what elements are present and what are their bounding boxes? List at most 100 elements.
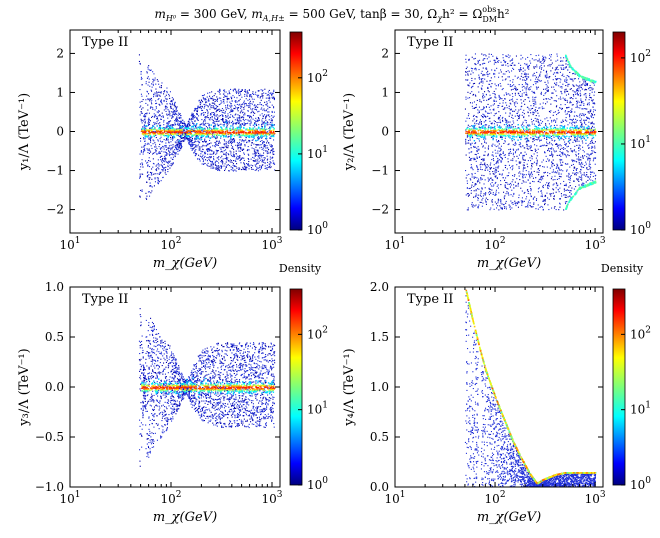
data-point — [203, 134, 205, 137]
data-point — [241, 106, 243, 108]
data-point — [194, 149, 196, 151]
data-point — [149, 85, 151, 87]
data-point — [195, 133, 197, 136]
data-point — [472, 137, 474, 139]
data-point — [484, 125, 486, 127]
data-point — [261, 119, 263, 121]
data-point — [505, 71, 507, 73]
data-point — [145, 130, 147, 133]
data-point — [248, 164, 250, 166]
data-point — [230, 153, 232, 155]
data-point — [203, 103, 205, 105]
data-point — [155, 130, 158, 132]
data-point — [226, 159, 228, 161]
data-point — [223, 93, 225, 95]
data-point — [161, 102, 163, 104]
data-point — [534, 196, 536, 198]
colorbar-tick-label: 100 — [307, 221, 328, 237]
data-point — [474, 146, 476, 148]
data-point — [142, 126, 144, 128]
data-point — [471, 105, 473, 107]
data-point — [160, 159, 162, 161]
data-point — [470, 159, 472, 161]
data-point — [588, 118, 590, 120]
data-point — [204, 106, 206, 108]
data-point — [240, 144, 242, 146]
data-point — [257, 144, 259, 146]
data-point — [261, 94, 263, 96]
data-point — [142, 173, 144, 175]
data-point — [589, 159, 591, 161]
data-point — [199, 129, 201, 131]
data-point — [238, 100, 240, 102]
data-point — [269, 167, 271, 169]
data-point — [164, 169, 166, 171]
data-point — [262, 123, 264, 125]
data-point — [172, 133, 174, 136]
data-point — [564, 80, 566, 82]
data-point — [184, 125, 186, 127]
data-point — [578, 158, 580, 160]
data-point — [195, 124, 197, 126]
data-point — [238, 167, 240, 169]
data-point — [148, 157, 150, 159]
data-point — [207, 153, 209, 155]
data-point — [250, 144, 252, 146]
data-point — [178, 135, 180, 137]
data-point — [168, 147, 170, 149]
data-point — [472, 94, 474, 96]
data-point — [204, 120, 206, 122]
data-point — [253, 148, 255, 150]
data-point — [174, 110, 176, 112]
data-point — [479, 59, 481, 61]
data-point — [185, 126, 187, 128]
data-point — [490, 85, 492, 87]
data-point — [556, 84, 558, 86]
data-point — [468, 59, 470, 61]
data-point — [270, 131, 272, 134]
data-point — [527, 65, 529, 67]
data-point — [568, 83, 570, 85]
data-point — [249, 94, 251, 96]
data-point — [250, 112, 252, 114]
data-point — [516, 102, 518, 104]
data-point — [497, 117, 499, 119]
data-point — [235, 89, 237, 91]
data-point — [182, 130, 184, 132]
data-point — [546, 89, 548, 91]
data-point — [172, 146, 174, 148]
data-point — [533, 153, 535, 155]
data-point — [551, 151, 553, 153]
data-point — [520, 152, 522, 154]
data-point — [173, 151, 175, 153]
data-point — [509, 121, 511, 123]
data-point — [550, 178, 552, 180]
data-point — [536, 159, 538, 161]
data-point — [158, 165, 160, 167]
data-point — [219, 103, 221, 105]
data-point — [467, 135, 469, 137]
data-point — [270, 118, 272, 120]
data-point — [150, 145, 152, 147]
data-point — [202, 144, 204, 146]
data-point — [211, 116, 213, 118]
data-point — [266, 142, 268, 144]
data-point — [200, 114, 202, 116]
data-point — [254, 123, 256, 126]
data-point — [247, 119, 249, 121]
data-point — [196, 146, 198, 148]
data-point — [530, 196, 532, 198]
data-point — [594, 147, 596, 149]
data-point — [548, 198, 550, 200]
data-point — [236, 101, 238, 103]
data-point — [497, 170, 499, 172]
data-point — [267, 132, 269, 135]
data-point — [482, 195, 484, 197]
data-point — [225, 119, 227, 121]
data-point — [213, 107, 215, 109]
data-point — [192, 148, 194, 150]
data-point — [206, 110, 208, 112]
data-point — [226, 116, 228, 118]
data-point — [172, 130, 174, 132]
data-point — [154, 92, 156, 94]
